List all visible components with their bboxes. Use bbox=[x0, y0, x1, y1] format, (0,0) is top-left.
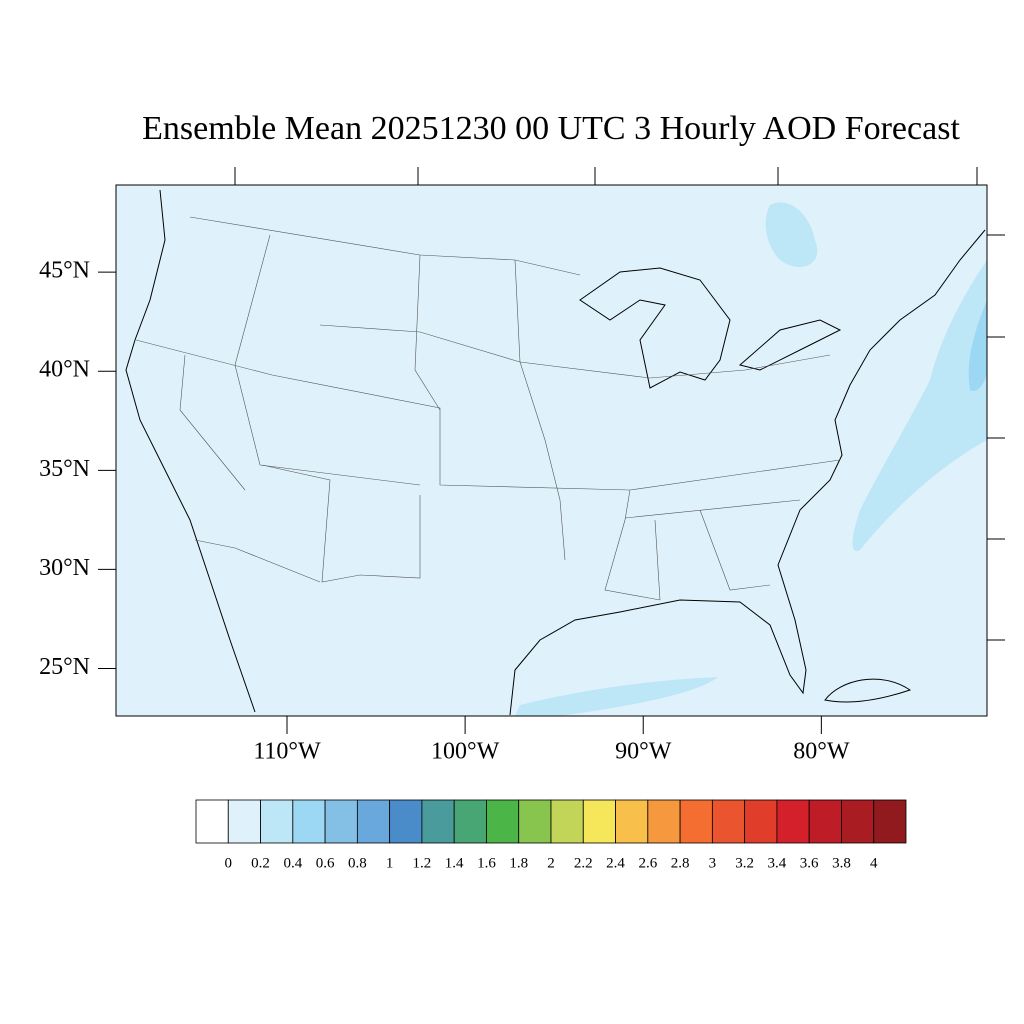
colorbar-box bbox=[873, 799, 907, 844]
colorbar-box bbox=[679, 799, 713, 844]
colorbar-label: 1.2 bbox=[413, 855, 432, 871]
colorbar-label: 0.2 bbox=[251, 855, 270, 871]
colorbar-box bbox=[227, 799, 261, 844]
colorbar-box bbox=[453, 799, 487, 844]
colorbar-box bbox=[421, 799, 455, 844]
colorbar-box bbox=[711, 799, 746, 844]
colorbar-label: 3.2 bbox=[735, 855, 754, 871]
map-background bbox=[116, 185, 987, 716]
aod-region bbox=[968, 300, 987, 391]
aod-region bbox=[765, 202, 818, 268]
aod-region bbox=[852, 260, 987, 551]
colorbar-label: 1.6 bbox=[477, 855, 496, 871]
colorbar-box bbox=[518, 799, 552, 844]
coastline bbox=[125, 189, 986, 716]
colorbar-box bbox=[260, 799, 294, 844]
aod-region bbox=[515, 677, 718, 716]
frame-ticks bbox=[234, 167, 1005, 641]
lon-tick-label: 80°W bbox=[793, 739, 850, 765]
colorbar-label: 4 bbox=[870, 855, 878, 871]
colorbar-box bbox=[356, 799, 391, 844]
colorbar-box bbox=[776, 799, 810, 844]
map-title: Ensemble Mean 20251230 00 UTC 3 Hourly A… bbox=[142, 110, 960, 147]
colorbar-box bbox=[292, 799, 326, 844]
colorbar-box bbox=[389, 799, 423, 844]
colorbar-box bbox=[324, 799, 358, 844]
colorbar-label: 0.8 bbox=[348, 855, 367, 871]
colorbar-label: 0.4 bbox=[283, 855, 302, 871]
lat-tick-label: 45°N bbox=[39, 258, 90, 284]
colorbar-box bbox=[195, 799, 229, 844]
colorbar-label: 2.4 bbox=[606, 855, 625, 871]
map-area bbox=[115, 167, 1005, 717]
map-frame bbox=[115, 184, 988, 717]
colorbar-box bbox=[808, 799, 842, 844]
colorbar-label: 1.8 bbox=[509, 855, 528, 871]
colorbar-label: 0 bbox=[225, 855, 233, 871]
lat-tick-label: 25°N bbox=[39, 654, 90, 680]
state-borders bbox=[135, 216, 841, 601]
lon-tick-label: 110°W bbox=[253, 739, 321, 765]
colorbar-box bbox=[550, 799, 584, 844]
colorbar-box bbox=[744, 799, 778, 844]
lat-tick-label: 40°N bbox=[39, 357, 90, 383]
colorbar-label: 1.4 bbox=[445, 855, 464, 871]
colorbar-label: 2.2 bbox=[574, 855, 593, 871]
colorbar-label: 3 bbox=[709, 855, 717, 871]
lon-tick-label: 90°W bbox=[615, 739, 672, 765]
lon-tick-label: 100°W bbox=[431, 739, 500, 765]
colorbar-box bbox=[582, 799, 616, 844]
colorbar-label: 2.6 bbox=[638, 855, 657, 871]
colorbar-label: 3.6 bbox=[800, 855, 819, 871]
colorbar-label: 2 bbox=[547, 855, 555, 871]
colorbar-label: 1 bbox=[386, 855, 394, 871]
colorbar-label: 2.8 bbox=[671, 855, 690, 871]
colorbar-box bbox=[647, 799, 681, 844]
colorbar-label: 3.8 bbox=[832, 855, 851, 871]
colorbar-box bbox=[486, 799, 520, 844]
lat-tick-label: 30°N bbox=[39, 555, 90, 581]
colorbar-label: 3.4 bbox=[768, 855, 787, 871]
lat-tick-label: 35°N bbox=[39, 456, 90, 482]
colorbar-box bbox=[615, 799, 649, 844]
colorbar-box bbox=[841, 799, 875, 844]
colorbar-label: 0.6 bbox=[316, 855, 335, 871]
